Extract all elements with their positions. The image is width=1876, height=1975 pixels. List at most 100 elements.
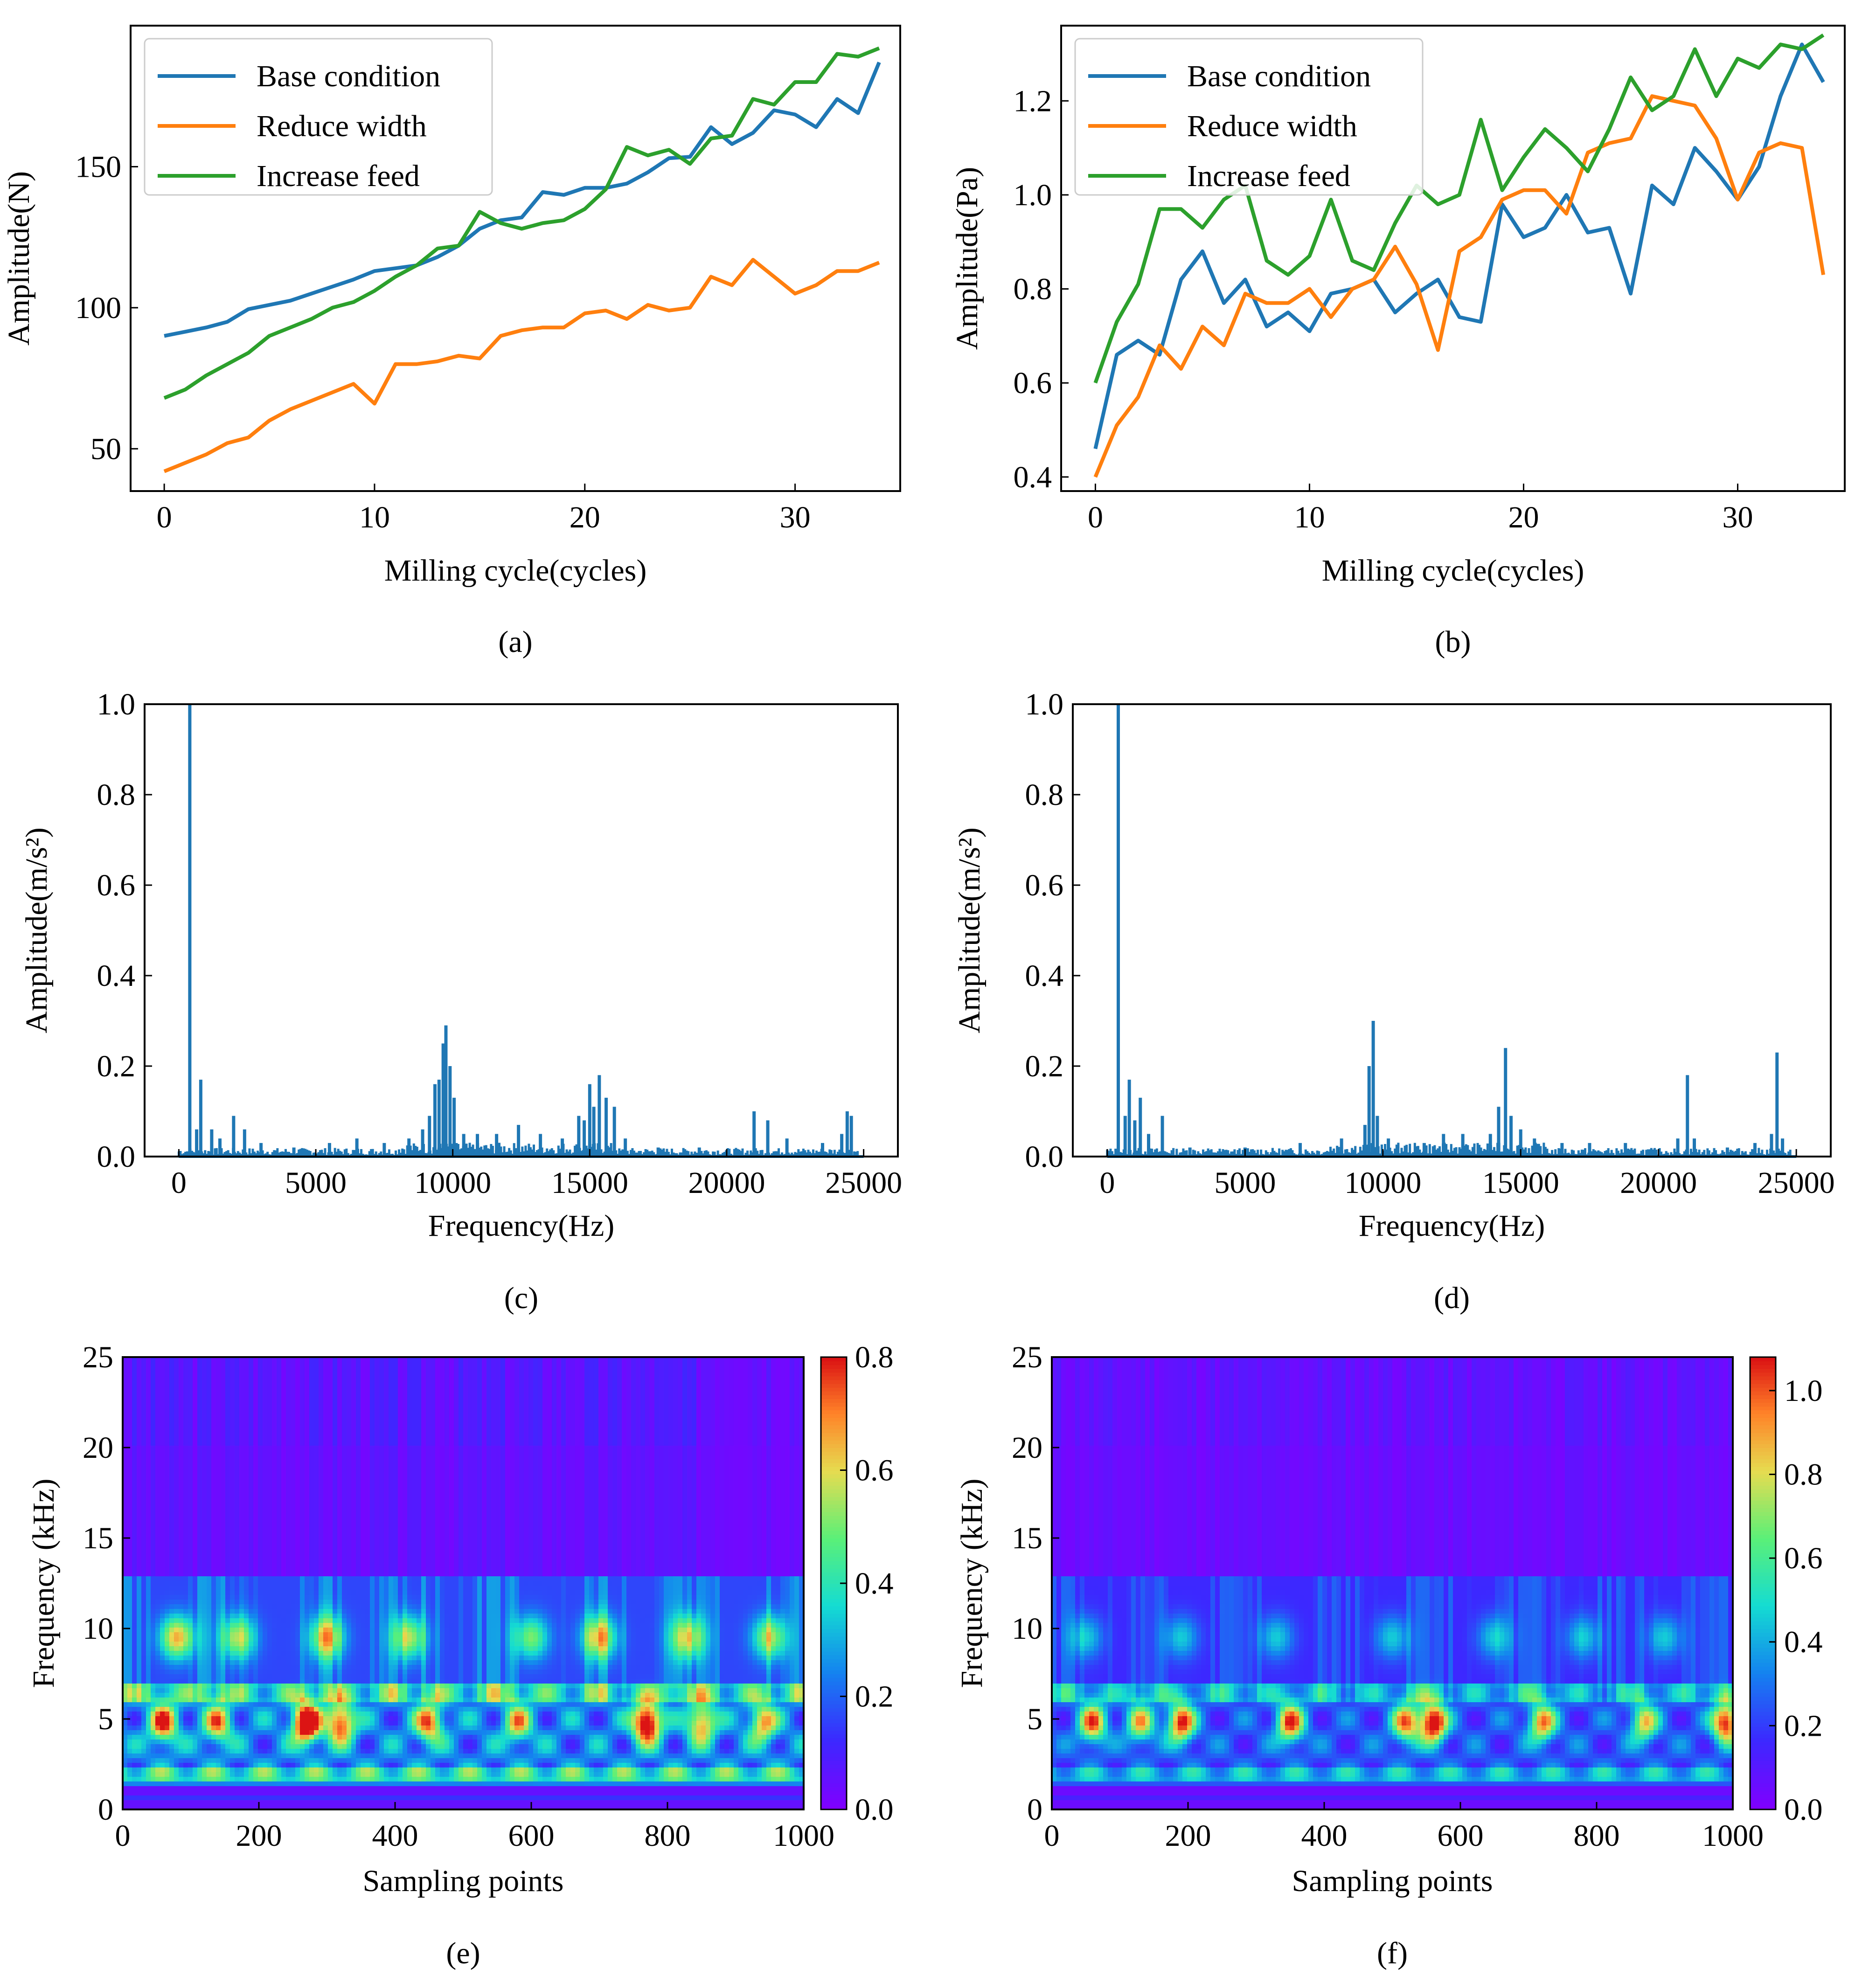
heatmap-cell bbox=[715, 1469, 720, 1474]
heatmap-cell bbox=[645, 1460, 650, 1465]
heatmap-cell bbox=[449, 1413, 454, 1418]
heatmap-cell bbox=[155, 1380, 160, 1386]
heatmap-cell bbox=[197, 1418, 202, 1423]
heatmap-cell bbox=[426, 1399, 431, 1404]
heatmap-cell bbox=[272, 1413, 277, 1418]
heatmap-cell bbox=[286, 1362, 291, 1367]
heatmap-cell bbox=[794, 1432, 799, 1437]
heatmap-cell bbox=[239, 1450, 244, 1455]
heatmap-cell bbox=[169, 1460, 174, 1465]
heatmap-cell bbox=[449, 1441, 454, 1446]
heatmap-cell bbox=[538, 1366, 543, 1372]
heatmap-cell bbox=[491, 1385, 496, 1390]
heatmap-cell bbox=[706, 1418, 711, 1423]
heatmap-cell bbox=[193, 1413, 198, 1418]
heatmap-cell bbox=[319, 1399, 324, 1404]
heatmap-cell bbox=[440, 1408, 445, 1414]
heatmap-cell bbox=[244, 1427, 249, 1432]
heatmap-cell bbox=[547, 1399, 552, 1404]
heatmap-cell bbox=[799, 1450, 804, 1455]
heatmap-cell bbox=[351, 1441, 356, 1446]
heatmap-cell bbox=[533, 1436, 538, 1441]
heatmap-cell bbox=[692, 1464, 697, 1469]
heatmap-cell bbox=[766, 1362, 771, 1367]
heatmap-cell bbox=[766, 1436, 771, 1441]
heatmap-cell bbox=[486, 1376, 492, 1381]
heatmap-cell bbox=[333, 1408, 338, 1414]
heatmap-cell bbox=[701, 1390, 706, 1395]
heatmap-cell bbox=[631, 1455, 636, 1460]
heatmap-cell bbox=[799, 1422, 804, 1428]
heatmap-cell bbox=[528, 1394, 534, 1400]
heatmap-cell bbox=[491, 1422, 496, 1428]
heatmap-cell bbox=[347, 1450, 352, 1455]
heatmap-cell bbox=[701, 1362, 706, 1367]
heatmap-cell bbox=[337, 1366, 342, 1372]
heatmap-cell bbox=[267, 1446, 272, 1451]
heatmap-cell bbox=[561, 1371, 566, 1376]
heatmap-cell bbox=[137, 1376, 142, 1381]
heatmap-cell bbox=[538, 1422, 543, 1428]
heatmap-cell bbox=[151, 1408, 156, 1414]
heatmap-cell bbox=[300, 1474, 305, 1479]
heatmap-cell bbox=[734, 1366, 739, 1372]
heatmap-cell bbox=[337, 1376, 342, 1381]
heatmap-cell bbox=[724, 1432, 730, 1437]
heatmap-cell bbox=[524, 1427, 529, 1432]
heatmap-cell bbox=[137, 1380, 142, 1386]
heatmap-cell bbox=[225, 1464, 230, 1469]
heatmap-cell bbox=[748, 1390, 753, 1395]
heatmap-cell bbox=[253, 1441, 258, 1446]
heatmap-cell bbox=[389, 1427, 394, 1432]
heatmap-cell bbox=[197, 1455, 202, 1460]
heatmap-cell bbox=[682, 1371, 688, 1376]
heatmap-cell bbox=[743, 1418, 748, 1423]
heatmap-cell bbox=[566, 1404, 571, 1409]
heatmap-cell bbox=[715, 1376, 720, 1381]
heatmap-cell bbox=[552, 1413, 557, 1418]
heatmap-cell bbox=[244, 1432, 249, 1437]
heatmap-cell bbox=[342, 1408, 347, 1414]
legend-label: Increase feed bbox=[1187, 159, 1350, 193]
heatmap-cell bbox=[347, 1446, 352, 1451]
heatmap-cell bbox=[748, 1404, 753, 1409]
heatmap-cell bbox=[556, 1385, 562, 1390]
heatmap-cell bbox=[291, 1436, 296, 1441]
heatmap-cell bbox=[631, 1460, 636, 1465]
heatmap-cell bbox=[514, 1474, 520, 1479]
heatmap-cell bbox=[664, 1390, 669, 1395]
heatmap-cell bbox=[361, 1362, 366, 1367]
heatmap-cell bbox=[323, 1450, 328, 1455]
heatmap-cell bbox=[570, 1399, 576, 1404]
heatmap-cell bbox=[183, 1390, 188, 1395]
heatmap-cell bbox=[752, 1376, 757, 1381]
heatmap-cell bbox=[440, 1394, 445, 1400]
heatmap-cell bbox=[132, 1413, 137, 1418]
heatmap-cell bbox=[319, 1474, 324, 1479]
heatmap-cell bbox=[472, 1455, 478, 1460]
heatmap-cell bbox=[477, 1460, 482, 1465]
heatmap-cell bbox=[729, 1408, 734, 1414]
heatmap-cell bbox=[780, 1450, 785, 1455]
heatmap-cell bbox=[738, 1432, 743, 1437]
heatmap-cell bbox=[342, 1404, 347, 1409]
heatmap-cell bbox=[738, 1376, 743, 1381]
heatmap-cell bbox=[668, 1418, 674, 1423]
heatmap-cell bbox=[272, 1436, 277, 1441]
heatmap-cell bbox=[748, 1436, 753, 1441]
y-tick-label: 1.2 bbox=[1014, 84, 1052, 118]
heatmap-cell bbox=[421, 1413, 426, 1418]
heatmap-cell bbox=[272, 1380, 277, 1386]
heatmap-cell bbox=[295, 1441, 300, 1446]
heatmap-cell bbox=[435, 1404, 440, 1409]
heatmap-cell bbox=[696, 1464, 702, 1469]
heatmap-cell bbox=[431, 1399, 436, 1404]
heatmap-cell bbox=[155, 1408, 160, 1414]
heatmap-cell bbox=[277, 1408, 282, 1414]
heatmap-cell bbox=[183, 1408, 188, 1414]
heatmap-cell bbox=[570, 1385, 576, 1390]
heatmap-cell bbox=[524, 1366, 529, 1372]
heatmap-cell bbox=[603, 1408, 608, 1414]
heatmap-cell bbox=[668, 1390, 674, 1395]
heatmap-cell bbox=[300, 1390, 305, 1395]
